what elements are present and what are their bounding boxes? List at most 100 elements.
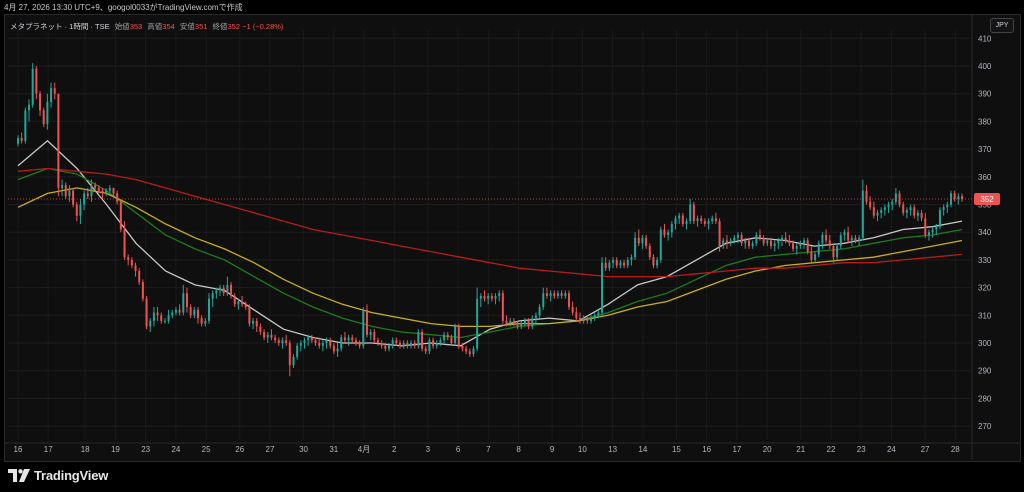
candle-body: [494, 295, 497, 299]
currency-button[interactable]: JPY: [990, 18, 1014, 33]
x-tick-label: 23: [141, 445, 150, 454]
candle-body: [424, 348, 427, 352]
candle-body: [792, 243, 795, 249]
candle-body: [134, 265, 137, 272]
candle-body: [171, 312, 174, 316]
candle-body: [850, 237, 853, 241]
candle-body: [53, 88, 56, 94]
symbol-title[interactable]: メタプラネット · 1時間 · TSE: [10, 22, 110, 31]
candle-body: [560, 293, 563, 296]
candle-body: [938, 210, 941, 227]
brand-name: TradingView: [34, 468, 109, 483]
candle-body: [836, 246, 839, 258]
candle-body: [601, 262, 604, 313]
x-tick-label: 17: [44, 445, 53, 454]
candle-body: [784, 237, 787, 241]
candle-body: [828, 240, 831, 247]
candle-body: [747, 240, 750, 247]
candle-body: [630, 257, 633, 260]
candle-body: [296, 345, 299, 357]
candle-body: [343, 337, 346, 341]
x-tick-label: 22: [827, 445, 836, 454]
candle-body: [123, 229, 126, 258]
x-tick-label: 24: [171, 445, 180, 454]
ohlc-legend: メタプラネット · 1時間 · TSE 始値353 高値354 安値351 終値…: [10, 21, 283, 32]
candle-body: [905, 210, 908, 213]
candle-body: [953, 193, 956, 199]
candle-body: [880, 210, 883, 213]
candle-body: [777, 240, 780, 244]
candle-body: [244, 304, 247, 308]
y-tick-label: 300: [978, 339, 992, 348]
candle-body: [692, 204, 695, 222]
candle-body: [887, 204, 890, 208]
candle-body: [24, 110, 27, 141]
candle-body: [219, 287, 222, 291]
candle-body: [648, 246, 651, 258]
candle-body: [39, 93, 42, 111]
candle-body: [94, 185, 97, 188]
candle-body: [340, 337, 343, 349]
candle-body: [108, 187, 111, 191]
open-label: 始値: [114, 22, 130, 31]
candle-body: [263, 331, 266, 338]
candle-body: [571, 307, 574, 313]
candle-body: [821, 235, 824, 244]
candle-body: [307, 337, 310, 341]
candle-body: [211, 293, 214, 299]
candle-body: [927, 232, 930, 235]
candle-body: [79, 204, 82, 216]
y-tick-label: 340: [978, 228, 992, 237]
candle-body: [347, 337, 350, 341]
candle-body: [869, 201, 872, 208]
candle-body: [626, 259, 629, 266]
snapshot-caption: 4月 27, 2026 13:30 UTC+9、googol0033がTradi…: [4, 3, 243, 12]
candle-body: [428, 340, 431, 352]
candle-body: [237, 301, 240, 305]
candle-body: [57, 93, 60, 188]
candle-body: [457, 326, 460, 346]
candle-body: [883, 207, 886, 211]
candle-body: [509, 320, 512, 324]
candle-body: [516, 323, 519, 327]
high-value: 354: [162, 22, 175, 31]
candle-body: [83, 193, 86, 205]
candle-body: [766, 240, 769, 244]
candle-body: [593, 315, 596, 319]
candle-body: [920, 212, 923, 219]
candle-body: [707, 221, 710, 224]
candle-body: [604, 262, 607, 269]
candle-body: [116, 193, 119, 202]
candle-body: [101, 190, 104, 194]
candle-body: [196, 309, 199, 319]
candle-body: [564, 293, 567, 296]
candle-body: [498, 293, 501, 296]
candle-body: [299, 343, 302, 346]
candle-body: [806, 240, 809, 252]
candle-body: [325, 340, 328, 344]
candle-body: [861, 190, 864, 238]
candle-body: [924, 218, 927, 235]
y-tick-label: 310: [978, 311, 992, 320]
candle-body: [652, 257, 655, 266]
candle-body: [233, 295, 236, 305]
candle-body: [193, 309, 196, 316]
candle-body: [266, 334, 269, 338]
candle-body: [402, 343, 405, 346]
candle-body: [769, 240, 773, 247]
x-tick-label: 25: [202, 445, 211, 454]
candle-body: [472, 348, 475, 355]
x-tick-label: 9: [550, 445, 555, 454]
tradingview-brand[interactable]: TradingView: [8, 468, 108, 483]
candle-body: [318, 343, 321, 346]
candle-body: [586, 318, 589, 321]
candle-body: [902, 204, 905, 213]
candle-body: [740, 235, 743, 244]
candle-body: [843, 232, 846, 235]
candle-body: [417, 331, 420, 346]
candle-body: [608, 262, 611, 269]
candle-body: [439, 340, 442, 344]
candle-body: [138, 271, 141, 283]
candle-body: [825, 235, 828, 241]
